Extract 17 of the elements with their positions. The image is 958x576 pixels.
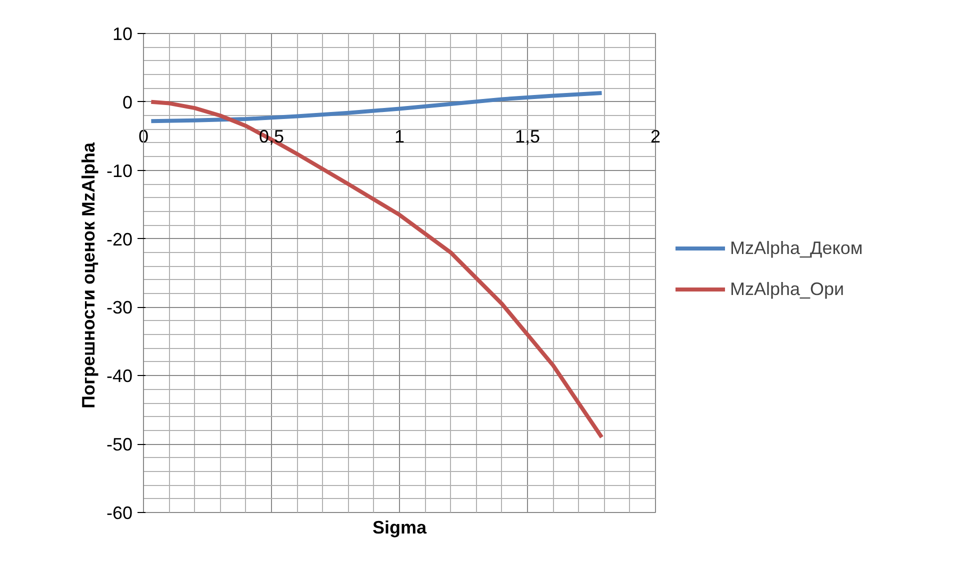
y-tick-label: -30: [106, 298, 132, 318]
y-tick-label: -50: [106, 434, 132, 455]
y-axis-title: Погрешности оценок MzAlpha: [78, 142, 98, 408]
legend-label: MzAlpha_Деком: [730, 238, 863, 258]
line-series: [149, 91, 604, 124]
x-axis-title: Sigma: [372, 518, 428, 538]
legend-label: MzAlpha_Ори: [730, 278, 844, 300]
line-series: [149, 100, 604, 440]
x-tick-label: 1,5: [514, 126, 540, 146]
y-tick-label: 10: [112, 24, 133, 44]
y-tick-label: 0: [122, 92, 133, 112]
y-tick-label: -60: [106, 503, 132, 523]
x-tick-label: 2: [650, 126, 661, 146]
y-tick-label: -40: [106, 366, 132, 386]
x-tick-label: 1: [394, 126, 405, 146]
y-tick-label: -20: [106, 229, 132, 250]
y-tick-label: -10: [106, 160, 132, 181]
